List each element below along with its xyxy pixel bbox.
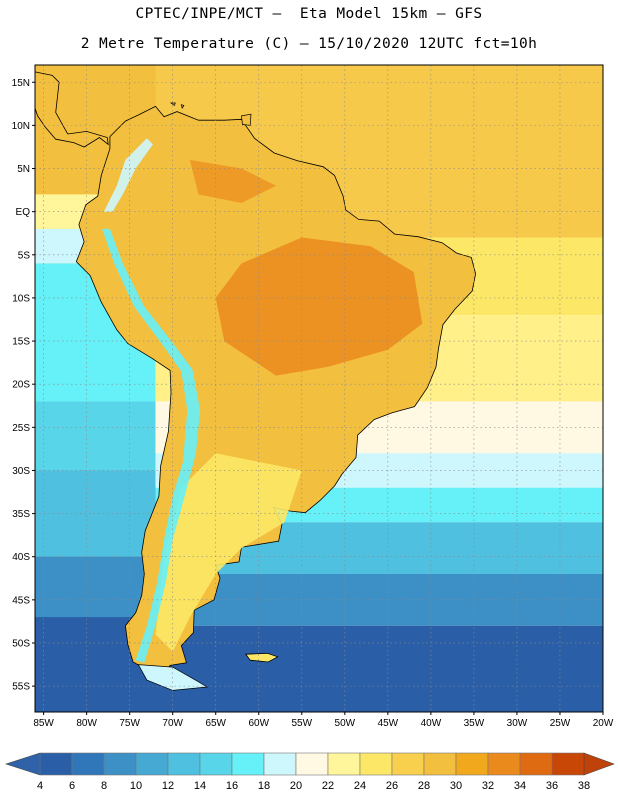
- lon-tick-label: 45W: [378, 718, 399, 729]
- lon-tick-label: 50W: [335, 718, 356, 729]
- legend-swatch: [39, 752, 73, 776]
- lat-tick-label: 5N: [17, 164, 30, 175]
- legend-label: 34: [514, 780, 526, 792]
- lon-tick-label: 25W: [550, 718, 571, 729]
- lat-tick-label: 20S: [12, 380, 30, 391]
- legend-label: 14: [194, 780, 206, 792]
- graticule: [35, 65, 603, 712]
- lat-tick-label: 30S: [12, 466, 30, 477]
- lat-tick-label: 55S: [12, 682, 30, 693]
- map-title: CPTEC/INPE/MCT – Eta Model 15km – GFS: [135, 6, 483, 22]
- legend-label: 26: [386, 780, 398, 792]
- legend-swatch: [135, 752, 169, 776]
- lat-tick-label: 35S: [12, 509, 30, 520]
- lat-tick-label: 5S: [18, 250, 31, 261]
- map-frame: [34, 64, 604, 713]
- legend-swatch: [327, 752, 361, 776]
- lon-tick-label: 30W: [507, 718, 528, 729]
- legend-label: 20: [290, 780, 302, 792]
- mild-southern-zone: [155, 453, 302, 652]
- legend-label: 4: [37, 780, 43, 792]
- legend-label: 30: [450, 780, 462, 792]
- lon-tick-label: 85W: [33, 718, 54, 729]
- legend-label: 32: [482, 780, 494, 792]
- lon-tick-label: 40W: [421, 718, 442, 729]
- legend-swatch: [455, 752, 489, 776]
- temperature-map: 15N 10N 5N EQ 5S 10S 15S 20S 25S 30S 35S 40S 45S 50S 5…: [12, 53, 614, 729]
- legend-swatch: [167, 752, 201, 776]
- legend-label: 10: [130, 780, 142, 792]
- legend-label: 16: [226, 780, 238, 792]
- lat-tick-label: 45S: [12, 595, 30, 606]
- legend-swatch: [295, 752, 329, 776]
- caribbean-island: [169, 102, 176, 107]
- legend-swatch: [263, 752, 297, 776]
- legend-swatch: [231, 752, 265, 776]
- hot-interior-zone: [215, 237, 423, 376]
- land-temperature-field: [35, 53, 477, 691]
- legend-swatch: [103, 752, 137, 776]
- lat-tick-label: 40S: [12, 552, 30, 563]
- pacific-temperature-band: [35, 401, 156, 471]
- lat-tick-label: 10N: [12, 121, 30, 132]
- northern-andes-zone: [103, 138, 153, 212]
- legend-swatch: [199, 752, 233, 776]
- lat-tick-label: 15N: [12, 78, 30, 89]
- lon-tick-label: 60W: [248, 718, 269, 729]
- legend-high-arrow: [583, 752, 615, 776]
- legend-swatch: [551, 752, 585, 776]
- map-subtitle: 2 Metre Temperature (C) – 15/10/2020 12U…: [80, 36, 538, 52]
- lat-tick-label: EQ: [16, 207, 31, 218]
- hot-llanos-zone: [189, 159, 276, 203]
- legend-swatch: [71, 752, 105, 776]
- lon-tick-label: 35W: [464, 718, 485, 729]
- lon-tick-label: 75W: [119, 718, 140, 729]
- legend-low-arrow: [5, 752, 41, 776]
- falkland-islands: [245, 652, 279, 663]
- legend-label: 22: [322, 780, 334, 792]
- legend-label: 24: [354, 780, 366, 792]
- lat-tick-label: 25S: [12, 423, 30, 434]
- legend-label: 18: [258, 780, 270, 792]
- color-legend: 4 6 8 10 12 14 16 18 20 22 24 26 28 30 32 34 36 38: [5, 752, 615, 792]
- lat-tick-label: 50S: [12, 638, 30, 649]
- legend-label: 12: [162, 780, 174, 792]
- legend-swatch: [423, 752, 457, 776]
- legend-swatch: [359, 752, 393, 776]
- lon-tick-label: 65W: [205, 718, 226, 729]
- lon-tick-label: 55W: [292, 718, 313, 729]
- legend-swatch: [487, 752, 521, 776]
- legend-swatch: [519, 752, 553, 776]
- lon-tick-label: 20W: [593, 718, 614, 729]
- axis-labels: 15N 10N 5N EQ 5S 10S 15S 20S 25S 30S 35S 40S 45S 50S 5…: [12, 78, 614, 729]
- lon-tick-label: 80W: [76, 718, 97, 729]
- lat-tick-label: 10S: [12, 293, 30, 304]
- central-america-landmass: [35, 71, 109, 148]
- pacific-temperature-band: [35, 556, 156, 618]
- andes-cold-zone: [102, 228, 201, 663]
- caribbean-island: [241, 113, 252, 126]
- caribbean-island: [180, 104, 185, 109]
- legend-label: 6: [69, 780, 75, 792]
- legend-label: 38: [578, 780, 590, 792]
- legend-label: 36: [546, 780, 558, 792]
- lat-tick-label: 15S: [12, 337, 30, 348]
- legend-label: 8: [101, 780, 107, 792]
- caribbean-island: [196, 53, 211, 57]
- lon-tick-label: 70W: [162, 718, 183, 729]
- legend-label: 28: [418, 780, 430, 792]
- legend-swatch: [391, 752, 425, 776]
